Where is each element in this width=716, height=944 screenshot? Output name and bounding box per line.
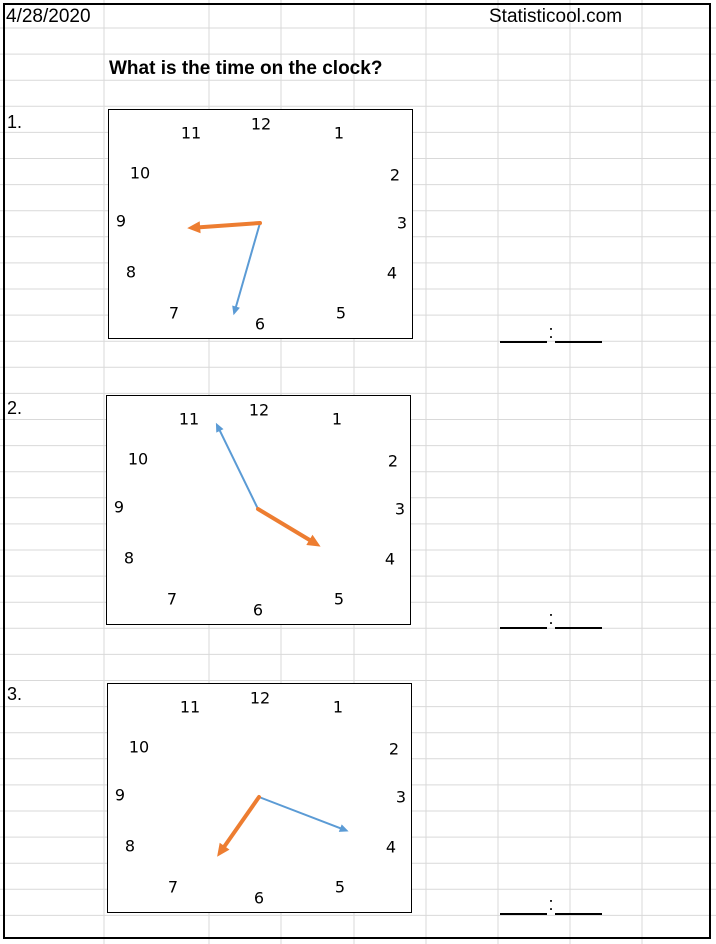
clock-number-3: 3	[396, 788, 406, 807]
clock-number-11: 11	[180, 698, 200, 717]
clock-number-6: 6	[253, 601, 263, 620]
clock-face-3: 12 1 2 3 4 5 6 7 8 9 10 11	[107, 683, 412, 913]
clock-face-2: 12 1 2 3 4 5 6 7 8 9 10 11	[106, 395, 411, 625]
clock-number-10: 10	[128, 450, 148, 469]
hour-hand	[222, 795, 261, 849]
clock-number-2: 2	[389, 740, 399, 759]
worksheet-title: What is the time on the clock?	[109, 58, 383, 79]
clock-number-12: 12	[250, 689, 270, 708]
minute-hand	[258, 796, 342, 830]
minute-blank[interactable]	[555, 611, 602, 629]
hour-hand	[198, 221, 262, 230]
clock-number-9: 9	[115, 786, 125, 805]
clock-number-4: 4	[387, 264, 397, 283]
site-label: Statisticool.com	[489, 6, 623, 27]
clock-number-5: 5	[336, 304, 346, 323]
minute-hand-arrowhead	[338, 824, 349, 832]
minute-hand	[235, 222, 261, 308]
answer-blank-2[interactable]: :	[500, 608, 602, 629]
hour-hand-arrowhead	[306, 534, 321, 547]
clock-number-9: 9	[114, 498, 124, 517]
hour-blank[interactable]	[500, 325, 547, 343]
answer-colon: :	[548, 608, 554, 628]
clock-number-10: 10	[130, 164, 150, 183]
clock-number-4: 4	[385, 550, 395, 569]
answer-blank-1[interactable]: :	[500, 322, 602, 343]
clock-face-1: 12 1 2 3 4 5 6 7 8 9 10 11	[108, 109, 413, 339]
question-number-3: 3.	[7, 684, 23, 704]
clock-number-1: 1	[332, 410, 342, 429]
answer-colon: :	[548, 894, 554, 914]
hour-hand	[256, 507, 312, 542]
clock-number-7: 7	[169, 304, 179, 323]
clock-number-2: 2	[390, 166, 400, 185]
clock-number-1: 1	[333, 698, 343, 717]
clock-number-7: 7	[168, 878, 178, 897]
clock-number-8: 8	[124, 549, 134, 568]
clock-number-12: 12	[251, 115, 271, 134]
clock-number-1: 1	[334, 124, 344, 143]
minute-blank[interactable]	[555, 897, 602, 915]
clock-number-10: 10	[129, 738, 149, 757]
clock-number-7: 7	[167, 590, 177, 609]
clock-number-9: 9	[116, 212, 126, 231]
answer-blank-3[interactable]: :	[500, 894, 602, 915]
clock-number-6: 6	[255, 315, 265, 334]
clock-number-8: 8	[125, 837, 135, 856]
hour-blank[interactable]	[500, 897, 547, 915]
date-label: 4/28/2020	[6, 6, 91, 27]
answer-colon: :	[548, 322, 554, 342]
clock-number-2: 2	[388, 452, 398, 471]
clock-number-12: 12	[249, 401, 269, 420]
question-number-2: 2.	[7, 398, 23, 418]
clock-number-5: 5	[335, 878, 345, 897]
question-number-1: 1.	[7, 112, 23, 132]
minute-hand-arrowhead	[215, 422, 224, 433]
minute-hand-arrowhead	[232, 305, 240, 316]
clock-number-6: 6	[254, 889, 264, 908]
clock-number-4: 4	[386, 838, 396, 857]
clock-number-11: 11	[179, 410, 199, 429]
hour-hand-arrowhead	[187, 221, 201, 234]
clock-number-3: 3	[397, 214, 407, 233]
hour-hand-arrowhead	[217, 842, 230, 857]
minute-blank[interactable]	[555, 325, 602, 343]
minute-hand	[218, 429, 259, 510]
clock-number-5: 5	[334, 590, 344, 609]
print-border	[3, 3, 711, 939]
hour-blank[interactable]	[500, 611, 547, 629]
clock-number-8: 8	[126, 263, 136, 282]
clock-number-11: 11	[181, 124, 201, 143]
clock-number-3: 3	[395, 500, 405, 519]
